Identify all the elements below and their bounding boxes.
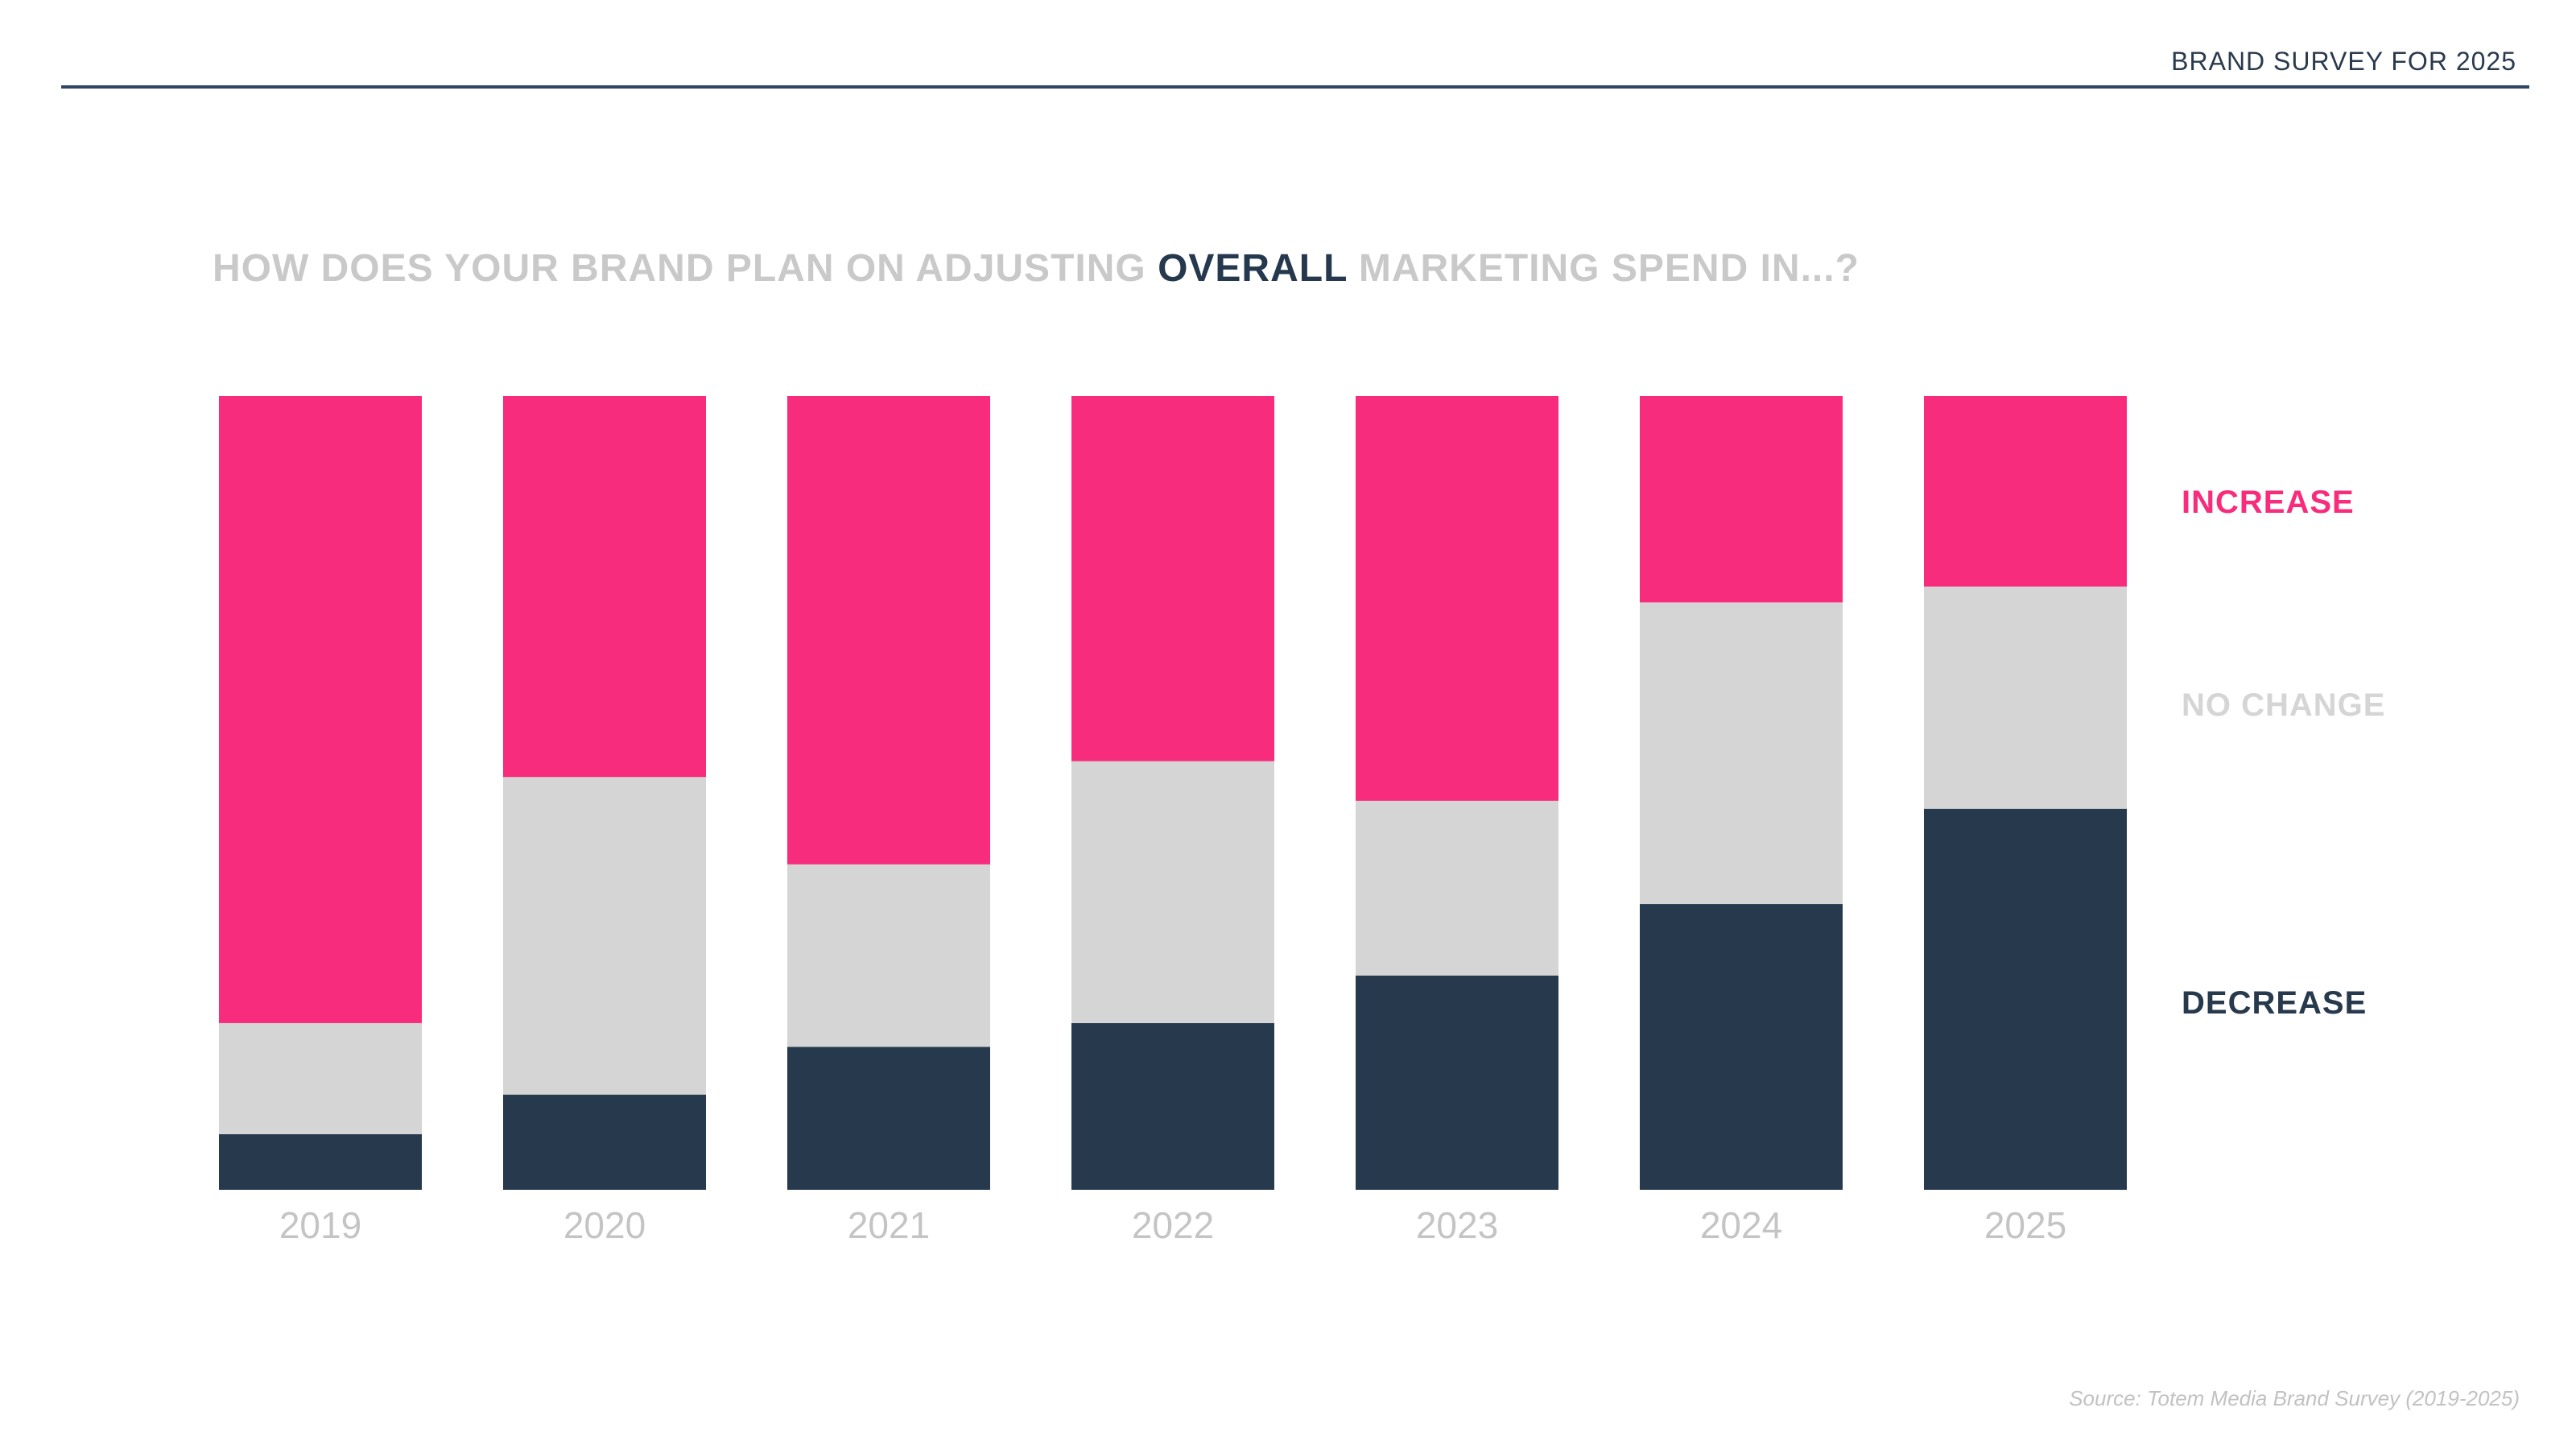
x-tick-label-2020: 2020 (564, 1204, 646, 1246)
question-emphasis: OVERALL (1158, 247, 1348, 290)
header-title: BRAND SURVEY FOR 2025 (2171, 47, 2516, 76)
header-divider (61, 85, 2529, 89)
x-tick-label-2019: 2019 (279, 1204, 361, 1246)
bar-2025-increase (1924, 396, 2127, 587)
bar-2022-increase (1071, 396, 1274, 762)
bar-2025-decrease (1924, 808, 2127, 1190)
bar-2019-increase (219, 396, 422, 1023)
x-tick-label-2025: 2025 (1984, 1204, 2066, 1246)
x-tick-label-2022: 2022 (1132, 1204, 1214, 1246)
bar-2019-decrease (219, 1133, 422, 1190)
bar-2021-decrease (787, 1046, 990, 1190)
bar-2024-increase (1640, 396, 1843, 603)
bar-2021-increase (787, 396, 990, 865)
bar-2021-no-change (787, 864, 990, 1047)
bar-2023-decrease (1356, 975, 1558, 1190)
x-tick-label-2021: 2021 (848, 1204, 930, 1246)
bar-2023-no-change (1356, 800, 1558, 976)
bar-2019-no-change (219, 1022, 422, 1134)
bar-2023-increase (1356, 396, 1558, 801)
source-note: Source: Totem Media Brand Survey (2019-2… (2069, 1386, 2520, 1410)
bar-2020-decrease (503, 1094, 706, 1190)
question-suffix: MARKETING SPEND IN...? (1347, 247, 1860, 290)
bar-2024-no-change (1640, 602, 1843, 905)
bar-2020-increase (503, 396, 706, 778)
bar-2022-no-change (1071, 761, 1274, 1023)
bar-2020-no-change (503, 777, 706, 1095)
bar-2022-decrease (1071, 1022, 1274, 1190)
bar-2025-no-change (1924, 586, 2127, 809)
question-prefix: HOW DOES YOUR BRAND PLAN ON ADJUSTING (213, 247, 1158, 290)
chart-question: HOW DOES YOUR BRAND PLAN ON ADJUSTING OV… (213, 246, 1860, 291)
x-tick-label-2023: 2023 (1416, 1204, 1498, 1246)
legend-decrease: DECREASE (2182, 985, 2368, 1021)
bar-2024-decrease (1640, 904, 1843, 1190)
legend-no-change: NO CHANGE (2182, 687, 2386, 723)
x-tick-label-2024: 2024 (1700, 1204, 1782, 1246)
legend-increase: INCREASE (2182, 485, 2355, 520)
